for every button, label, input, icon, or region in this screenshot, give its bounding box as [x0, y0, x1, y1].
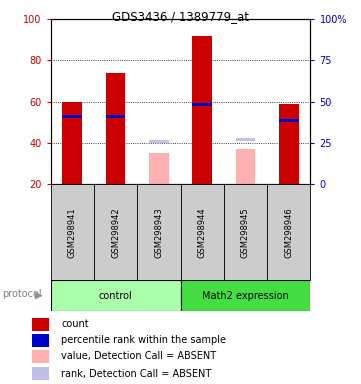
Bar: [236, 138, 255, 141]
Bar: [149, 153, 169, 184]
Text: GSM298946: GSM298946: [284, 207, 293, 258]
Text: Math2 expression: Math2 expression: [202, 291, 289, 301]
FancyBboxPatch shape: [51, 280, 180, 311]
FancyBboxPatch shape: [94, 184, 137, 280]
Text: GSM298942: GSM298942: [111, 207, 120, 258]
Text: GSM298944: GSM298944: [198, 207, 206, 258]
Bar: [32, 367, 49, 380]
Text: count: count: [61, 319, 89, 329]
Text: GSM298945: GSM298945: [241, 207, 250, 258]
Text: GSM298943: GSM298943: [155, 207, 163, 258]
Bar: [149, 140, 169, 143]
Bar: [236, 149, 255, 184]
Text: GSM298941: GSM298941: [68, 207, 77, 258]
FancyBboxPatch shape: [267, 184, 310, 280]
Bar: [279, 119, 299, 122]
Bar: [62, 115, 82, 118]
Bar: [279, 104, 299, 184]
FancyBboxPatch shape: [224, 184, 267, 280]
Bar: [62, 102, 82, 184]
FancyBboxPatch shape: [51, 184, 94, 280]
Bar: [106, 73, 125, 184]
FancyBboxPatch shape: [180, 184, 224, 280]
Bar: [192, 103, 212, 106]
Text: control: control: [99, 291, 132, 301]
Text: protocol: protocol: [3, 289, 42, 299]
Bar: [106, 115, 125, 118]
Text: GDS3436 / 1389779_at: GDS3436 / 1389779_at: [112, 10, 249, 23]
Bar: [32, 350, 49, 363]
FancyBboxPatch shape: [180, 280, 310, 311]
FancyBboxPatch shape: [137, 184, 180, 280]
Text: value, Detection Call = ABSENT: value, Detection Call = ABSENT: [61, 351, 217, 361]
Text: percentile rank within the sample: percentile rank within the sample: [61, 335, 226, 345]
Text: rank, Detection Call = ABSENT: rank, Detection Call = ABSENT: [61, 369, 212, 379]
Bar: [192, 36, 212, 184]
Bar: [32, 334, 49, 347]
Bar: [32, 318, 49, 331]
